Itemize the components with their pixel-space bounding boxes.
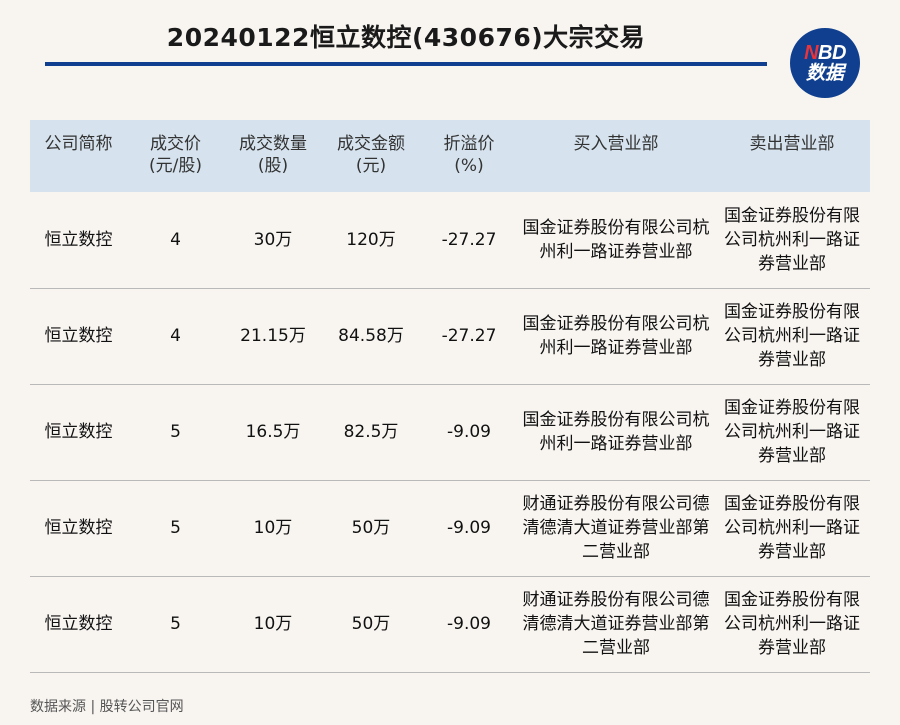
cell-seller: 国金证券股份有限公司杭州利一路证券营业部 <box>724 494 860 562</box>
cell-amount: 50万 <box>351 518 391 538</box>
title-underline <box>45 62 767 66</box>
cell-premium: -9.09 <box>447 614 491 634</box>
cell-price: 4 <box>170 326 181 346</box>
header-volume: 成交数量 (股) <box>239 134 307 176</box>
cell-price: 5 <box>170 614 181 634</box>
cell-buyer: 国金证券股份有限公司杭州利一路证券营业部 <box>522 410 710 454</box>
cell-amount: 84.58万 <box>338 326 404 346</box>
cell-buyer: 财通证券股份有限公司德清德清大道证券营业部第二营业部 <box>522 494 710 562</box>
cell-premium: -9.09 <box>447 422 491 442</box>
cell-company: 恒立数控 <box>44 614 113 634</box>
cell-premium: -9.09 <box>447 518 491 538</box>
header-company: 公司简称 <box>44 134 113 154</box>
table-row: 恒立数控 5 10万 50万 -9.09 财通证券股份有限公司德清德清大道证券营… <box>30 480 870 576</box>
cell-company: 恒立数控 <box>44 518 113 538</box>
cell-amount: 120万 <box>346 229 396 250</box>
cell-seller: 国金证券股份有限公司杭州利一路证券营业部 <box>724 590 860 658</box>
header-amount: 成交金额 (元) <box>337 134 405 176</box>
cell-seller: 国金证券股份有限公司杭州利一路证券营业部 <box>724 302 860 370</box>
header-seller: 卖出营业部 <box>749 134 835 154</box>
cell-amount: 82.5万 <box>343 422 399 442</box>
header-price: 成交价 (元/股) <box>149 134 202 176</box>
data-source-note: 数据来源 | 股转公司官网 <box>30 699 184 715</box>
table-row: 恒立数控 4 21.15万 84.58万 -27.27 国金证券股份有限公司杭州… <box>30 288 870 384</box>
cell-seller: 国金证券股份有限公司杭州利一路证券营业部 <box>724 205 860 274</box>
cell-premium: -27.27 <box>441 326 497 346</box>
page-title: 20240122恒立数控(430676)大宗交易 <box>166 23 646 52</box>
cell-volume: 21.15万 <box>240 326 306 346</box>
cell-buyer: 国金证券股份有限公司杭州利一路证券营业部 <box>522 217 710 262</box>
cell-price: 5 <box>170 518 181 538</box>
table-row: 恒立数控 5 16.5万 82.5万 -9.09 国金证券股份有限公司杭州利一路… <box>30 384 870 480</box>
cell-price: 5 <box>170 422 181 442</box>
cell-seller: 国金证券股份有限公司杭州利一路证券营业部 <box>724 398 860 466</box>
block-trade-table: 公司简称 成交价 (元/股) 成交数量 (股) 成交金额 (元) 折溢价 (%) 买入营… <box>30 120 870 673</box>
cell-amount: 50万 <box>351 614 391 634</box>
table-row: 恒立数控 5 10万 50万 -9.09 财通证券股份有限公司德清德清大道证券营… <box>30 576 870 672</box>
cell-price: 4 <box>170 229 181 250</box>
cell-volume: 16.5万 <box>245 422 301 442</box>
cell-company: 恒立数控 <box>44 229 113 250</box>
cell-buyer: 财通证券股份有限公司德清德清大道证券营业部第二营业部 <box>522 590 710 658</box>
cell-buyer: 国金证券股份有限公司杭州利一路证券营业部 <box>522 314 710 358</box>
cell-company: 恒立数控 <box>44 326 113 346</box>
header-buyer: 买入营业部 <box>573 134 659 154</box>
cell-volume: 30万 <box>253 229 293 250</box>
cell-premium: -27.27 <box>441 229 497 250</box>
table-header-row: 公司简称 成交价 (元/股) 成交数量 (股) 成交金额 (元) 折溢价 (%) 买入营… <box>30 120 870 192</box>
table-row: 恒立数控 4 30万 120万 -27.27 国金证券股份有限公司杭州利一路证券… <box>30 192 870 288</box>
cell-volume: 10万 <box>253 518 293 538</box>
nbd-logo: NBD 数据 <box>790 28 860 98</box>
cell-company: 恒立数控 <box>44 422 113 442</box>
header-premium: 折溢价 (%) <box>443 134 495 176</box>
cell-volume: 10万 <box>253 614 293 634</box>
